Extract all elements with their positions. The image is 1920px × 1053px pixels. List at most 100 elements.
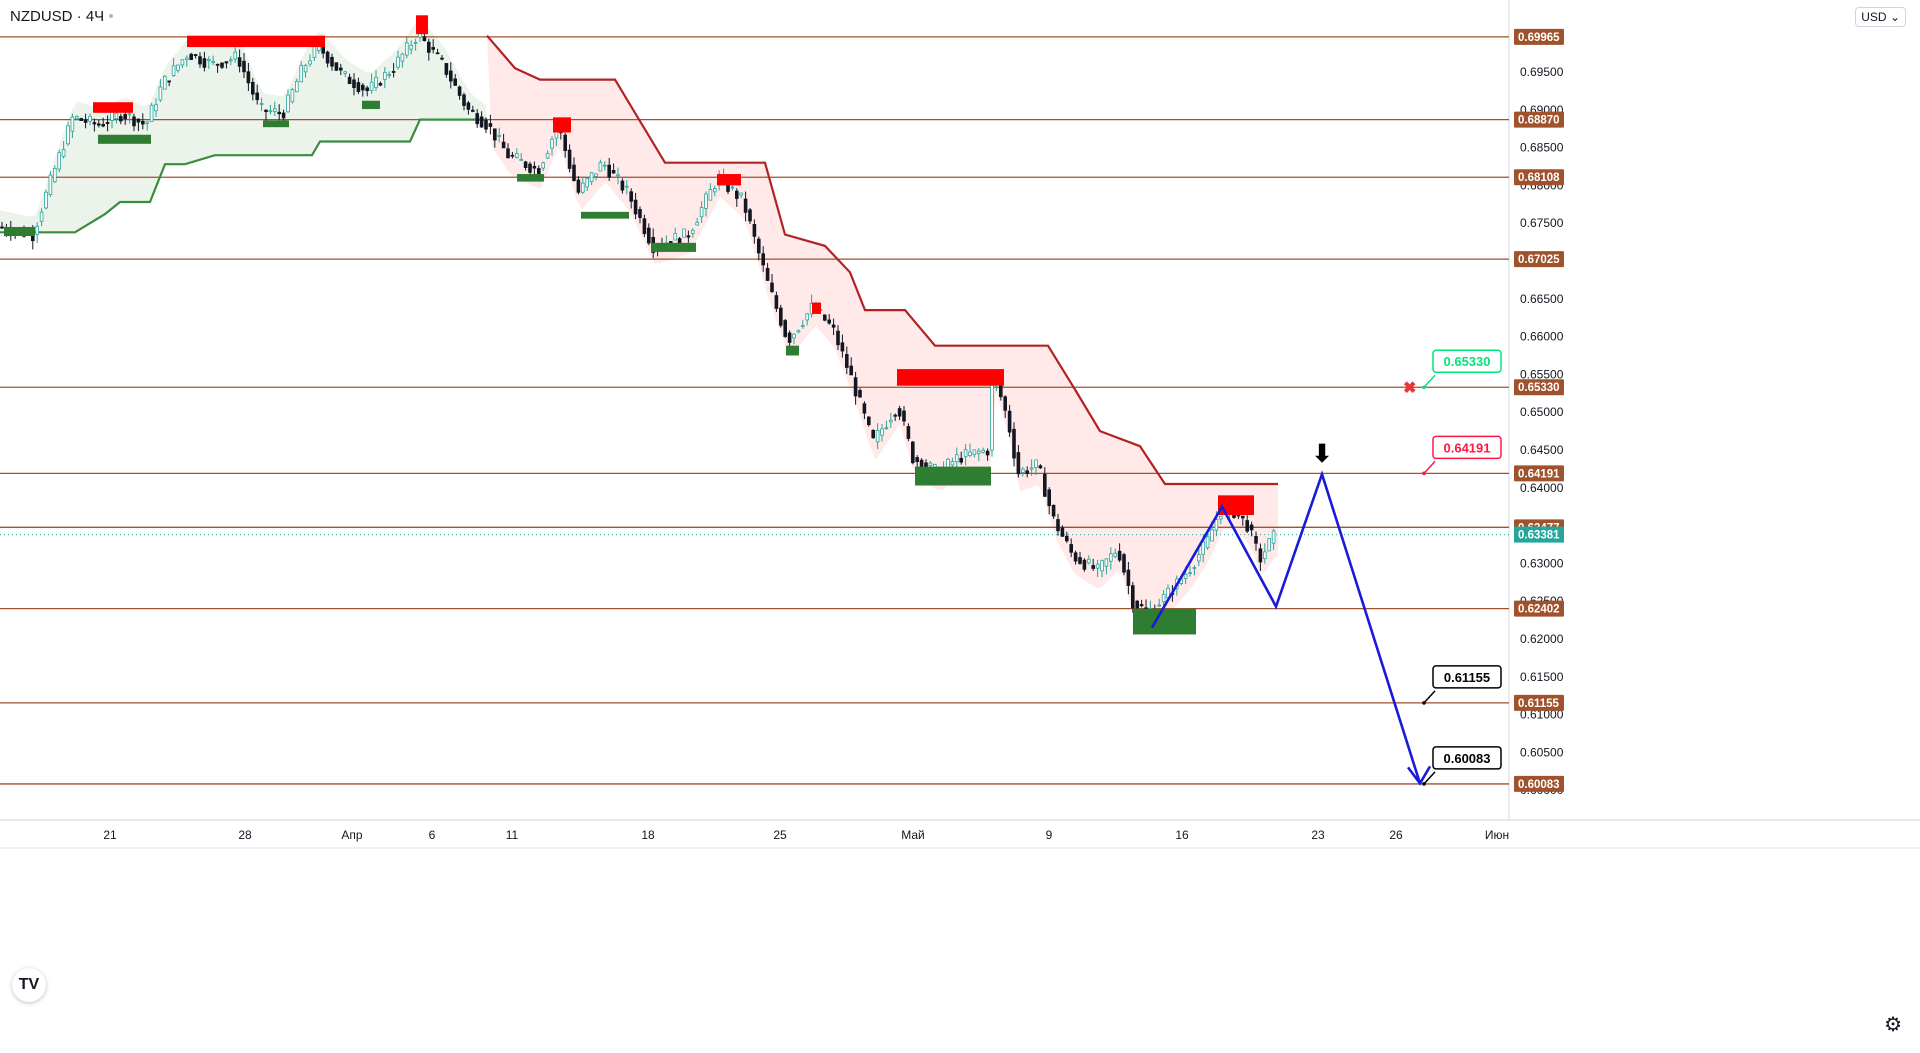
resistance-box[interactable] [717,174,741,186]
candle [110,111,114,121]
candle [343,71,347,74]
candle [796,329,801,333]
candle [48,174,53,196]
price-callout[interactable] [1432,435,1502,460]
candle [202,58,207,68]
candle [1065,535,1069,542]
candle [123,114,128,120]
support-box[interactable] [517,174,544,182]
resistance-box[interactable] [897,369,1004,386]
callout-pointer [1423,690,1436,704]
support-box[interactable] [98,134,151,144]
price-callout-text: 0.65330 [1444,354,1491,369]
tradingview-logo-icon[interactable]: TV [12,968,46,1002]
candle [1192,567,1197,569]
candle [66,125,70,145]
candle [1122,554,1126,573]
candle [836,330,840,346]
level-price-tag-text: 0.69965 [1518,32,1560,44]
price-tick-label: 0.67500 [1520,216,1564,230]
resistance-box[interactable] [93,102,133,113]
price-tick-label: 0.61500 [1520,670,1564,684]
candle [39,211,44,222]
candle [1095,563,1100,569]
resistance-box[interactable] [416,15,428,35]
currency-selector[interactable]: USD ⌄ [1855,7,1906,27]
candle [1047,489,1052,507]
candle [1100,560,1104,572]
candle [308,60,312,65]
resistance-box[interactable] [1218,495,1254,516]
resistance-box[interactable] [812,302,821,314]
candle [387,74,391,76]
trailing-support-line[interactable] [0,118,487,234]
candle [272,108,277,112]
candle [748,209,752,222]
candle [1258,548,1263,563]
candle [1069,544,1074,553]
candle [215,63,220,66]
candle [88,115,92,122]
candle [963,449,968,458]
price-callout[interactable] [1432,746,1502,770]
time-tick-label: 6 [429,828,436,842]
candle [453,78,457,86]
level-price-tag [1514,694,1564,711]
support-box[interactable] [786,345,799,356]
candle [484,119,488,130]
candle [132,116,136,127]
cross-marker-icon: ✖ [1403,380,1416,397]
candle [409,45,413,50]
candle [1210,529,1214,542]
candle [268,110,273,113]
support-box[interactable] [263,120,289,128]
support-box[interactable] [4,226,35,237]
candle [0,226,4,229]
candle [462,94,466,106]
gear-icon[interactable]: ⚙ [1884,1012,1902,1036]
candle [457,86,462,96]
time-tick-label: 26 [1389,828,1403,842]
candle [400,53,405,62]
price-callout[interactable] [1432,665,1502,689]
level-price-tag [1514,251,1564,268]
candle [1254,535,1258,544]
candle [849,365,853,376]
forecast-path[interactable] [1150,470,1422,784]
level-price-tag-text: 0.65330 [1518,382,1560,394]
candle [431,47,435,50]
support-box[interactable] [581,211,629,219]
support-box[interactable] [1133,608,1196,635]
support-box[interactable] [362,100,380,110]
resistance-box[interactable] [187,35,325,48]
candle [158,86,163,101]
candle [360,84,365,91]
candle [233,51,238,60]
resistance-box[interactable] [553,117,571,133]
candle [959,457,963,463]
candle [140,120,145,125]
candle [1034,459,1038,468]
candle [435,52,440,55]
support-box[interactable] [915,466,991,486]
callout-pointer [1423,460,1436,474]
candle [396,56,400,68]
candle [145,121,150,124]
candle [735,190,739,199]
candle [704,193,708,209]
candle [743,198,748,213]
trailing-resistance-line[interactable] [486,34,1278,486]
candle [708,189,713,201]
candle [783,320,787,337]
candle [968,451,972,456]
price-tick-label: 0.62000 [1520,632,1564,646]
candle [127,113,132,116]
candle [770,282,774,293]
price-callout[interactable] [1432,349,1502,373]
candle [884,426,889,429]
candle [466,102,471,110]
candle [981,449,985,453]
support-box[interactable] [651,242,696,252]
